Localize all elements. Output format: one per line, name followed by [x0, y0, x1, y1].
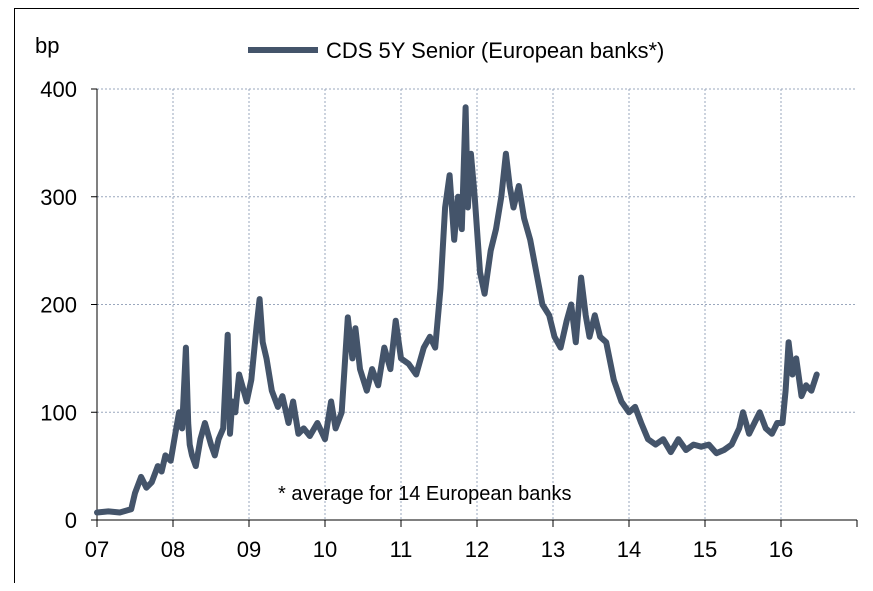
y-tick-label: 0 [65, 508, 77, 533]
x-tick-labels: 07 08 09 10 11 12 13 14 15 16 [85, 537, 793, 562]
x-tick-label: 08 [161, 537, 185, 562]
x-tick-label: 14 [617, 537, 641, 562]
y-tick-labels: 0 100 200 300 400 [40, 77, 77, 533]
series-line-cds-5y-senior [94, 104, 820, 516]
x-tick-label: 11 [390, 537, 413, 562]
x-tick-label: 16 [769, 537, 793, 562]
chart-frame [14, 8, 859, 583]
y-tick-label: 300 [40, 185, 77, 210]
y-tick-label: 100 [40, 400, 77, 425]
annotation: * average for 14 European banks [278, 483, 572, 505]
x-tick-label: 15 [693, 537, 717, 562]
y-tick-label: 400 [40, 77, 77, 102]
x-tick-label: 13 [541, 537, 565, 562]
y-tick-label: 200 [40, 293, 77, 318]
legend: CDS 5Y Senior (European banks*) [248, 38, 664, 63]
legend-label: CDS 5Y Senior (European banks*) [326, 38, 664, 63]
grid-lines [97, 88, 857, 520]
y-axis-label: bp [35, 33, 59, 58]
x-tick-label: 07 [85, 537, 109, 562]
axes [91, 88, 858, 527]
x-tick-label: 09 [237, 537, 261, 562]
x-tick-label: 10 [313, 537, 337, 562]
x-tick-label: 12 [465, 537, 489, 562]
